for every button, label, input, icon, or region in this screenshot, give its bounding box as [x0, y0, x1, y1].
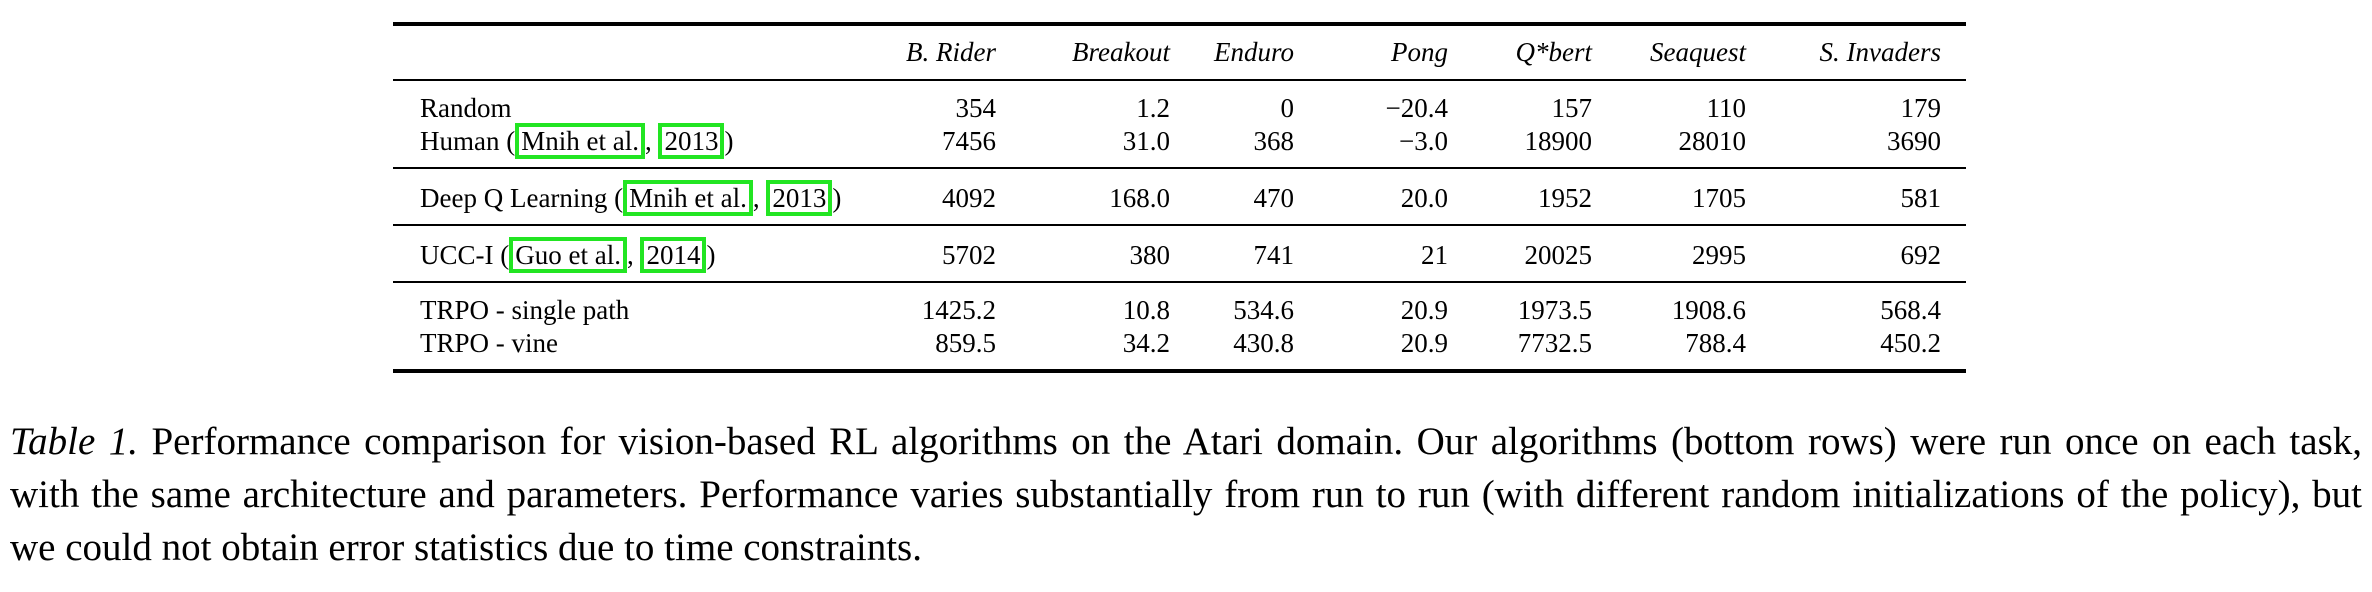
cell-human-pong: −3.0	[1399, 126, 1448, 156]
cell-dql-pong: 20.0	[1400, 183, 1448, 213]
cell-trpo-vine-enduro: 430.8	[1233, 328, 1294, 358]
cell-trpo-sp-enduro: 534.6	[1233, 295, 1294, 325]
row-rule-2	[393, 224, 1966, 226]
col-header-b-rider: B. Rider	[906, 37, 996, 67]
cell-trpo-vine-b-rider: 859.5	[935, 328, 996, 358]
cell-trpo-vine-s-invaders: 450.2	[1880, 328, 1941, 358]
caption-label: Table 1.	[10, 420, 138, 463]
cell-trpo-sp-s-invaders: 568.4	[1880, 295, 1941, 325]
citation-link-year[interactable]: 2013	[658, 123, 725, 159]
citation-link-year[interactable]: 2014	[640, 237, 707, 273]
cell-human-breakout: 31.0	[1122, 126, 1170, 156]
cell-trpo-vine-qbert: 7732.5	[1517, 328, 1592, 358]
cell-ucc-qbert: 20025	[1524, 240, 1593, 270]
cell-trpo-sp-pong: 20.9	[1400, 295, 1448, 325]
table-top-rule	[393, 22, 1966, 26]
citation-link-author[interactable]: Mnih et al.	[515, 123, 645, 159]
cell-trpo-sp-seaquest: 1908.6	[1671, 295, 1746, 325]
header-rule	[393, 79, 1966, 81]
cell-trpo-vine-seaquest: 788.4	[1685, 328, 1746, 358]
row-label-trpo-vine: TRPO - vine	[420, 328, 558, 358]
col-header-qbert: Q*bert	[1515, 37, 1593, 67]
cell-random-s-invaders: 179	[1900, 93, 1942, 123]
cell-human-s-invaders: 3690	[1887, 126, 1941, 156]
cell-dql-b-rider: 4092	[942, 183, 996, 213]
cell-ucc-b-rider: 5702	[942, 240, 996, 270]
col-header-pong: Pong	[1391, 37, 1448, 67]
cell-random-enduro: 0	[1280, 93, 1295, 123]
cell-ucc-pong: 21	[1421, 240, 1448, 270]
cell-human-qbert: 18900	[1524, 126, 1593, 156]
cell-ucc-enduro: 741	[1253, 240, 1295, 270]
cell-dql-seaquest: 1705	[1692, 183, 1746, 213]
row-label-random: Random	[420, 93, 512, 123]
cell-dql-enduro: 470	[1253, 183, 1295, 213]
row-label-ucc-i: UCC-I (Guo et al., 2014)	[420, 237, 715, 273]
cell-human-b-rider: 7456	[942, 126, 996, 156]
cell-trpo-vine-pong: 20.9	[1400, 328, 1448, 358]
cell-ucc-seaquest: 2995	[1692, 240, 1746, 270]
cell-trpo-sp-qbert: 1973.5	[1517, 295, 1592, 325]
citation-link-author[interactable]: Guo et al.	[509, 237, 627, 273]
row-rule-3	[393, 281, 1966, 283]
citation-link-year[interactable]: 2013	[766, 180, 833, 216]
cell-trpo-vine-breakout: 34.2	[1122, 328, 1170, 358]
caption-text: Performance comparison for vision-based …	[10, 420, 2363, 569]
row-rule-1	[393, 167, 1966, 169]
cell-human-seaquest: 28010	[1678, 126, 1747, 156]
col-header-seaquest: Seaquest	[1650, 37, 1746, 67]
cell-random-b-rider: 354	[955, 93, 997, 123]
cell-trpo-sp-breakout: 10.8	[1122, 295, 1170, 325]
cell-dql-breakout: 168.0	[1109, 183, 1170, 213]
table-caption: Table 1. Performance comparison for visi…	[10, 415, 2362, 574]
cell-random-pong: −20.4	[1385, 93, 1448, 123]
cell-dql-qbert: 1952	[1538, 183, 1592, 213]
citation-link-author[interactable]: Mnih et al.	[623, 180, 753, 216]
cell-random-breakout: 1.2	[1136, 93, 1170, 123]
table-bottom-rule	[393, 369, 1966, 373]
cell-random-qbert: 157	[1551, 93, 1593, 123]
col-header-enduro: Enduro	[1214, 37, 1294, 67]
row-label-trpo-single-path: TRPO - single path	[420, 295, 630, 325]
cell-ucc-breakout: 380	[1129, 240, 1171, 270]
cell-ucc-s-invaders: 692	[1900, 240, 1942, 270]
cell-dql-s-invaders: 581	[1900, 183, 1942, 213]
cell-random-seaquest: 110	[1706, 93, 1747, 123]
cell-trpo-sp-b-rider: 1425.2	[921, 295, 996, 325]
cell-human-enduro: 368	[1253, 126, 1295, 156]
row-label-human: Human (Mnih et al., 2013)	[420, 123, 733, 159]
col-header-s-invaders: S. Invaders	[1819, 37, 1941, 67]
col-header-breakout: Breakout	[1072, 37, 1170, 67]
row-label-deep-q-learning: Deep Q Learning (Mnih et al., 2013)	[420, 180, 841, 216]
